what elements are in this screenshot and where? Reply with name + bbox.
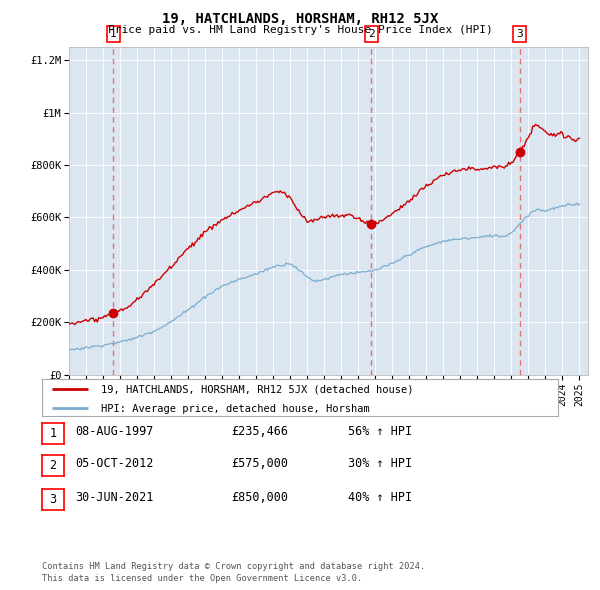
Text: 40% ↑ HPI: 40% ↑ HPI — [348, 491, 412, 504]
Text: This data is licensed under the Open Government Licence v3.0.: This data is licensed under the Open Gov… — [42, 573, 362, 583]
Text: 1: 1 — [110, 29, 116, 39]
Text: 19, HATCHLANDS, HORSHAM, RH12 5JX: 19, HATCHLANDS, HORSHAM, RH12 5JX — [162, 12, 438, 26]
Text: 30-JUN-2021: 30-JUN-2021 — [75, 491, 154, 504]
Text: 56% ↑ HPI: 56% ↑ HPI — [348, 425, 412, 438]
Text: 08-AUG-1997: 08-AUG-1997 — [75, 425, 154, 438]
Text: Price paid vs. HM Land Registry's House Price Index (HPI): Price paid vs. HM Land Registry's House … — [107, 25, 493, 35]
Text: 05-OCT-2012: 05-OCT-2012 — [75, 457, 154, 470]
Text: HPI: Average price, detached house, Horsham: HPI: Average price, detached house, Hors… — [101, 404, 370, 414]
Text: 2: 2 — [368, 29, 374, 39]
Text: 3: 3 — [50, 493, 56, 506]
Text: 2: 2 — [50, 459, 56, 472]
Text: 1: 1 — [50, 427, 56, 440]
Text: Contains HM Land Registry data © Crown copyright and database right 2024.: Contains HM Land Registry data © Crown c… — [42, 562, 425, 571]
Text: 19, HATCHLANDS, HORSHAM, RH12 5JX (detached house): 19, HATCHLANDS, HORSHAM, RH12 5JX (detac… — [101, 385, 414, 395]
Text: £235,466: £235,466 — [231, 425, 288, 438]
Text: £575,000: £575,000 — [231, 457, 288, 470]
Text: £850,000: £850,000 — [231, 491, 288, 504]
Text: 30% ↑ HPI: 30% ↑ HPI — [348, 457, 412, 470]
Text: 3: 3 — [517, 29, 523, 39]
